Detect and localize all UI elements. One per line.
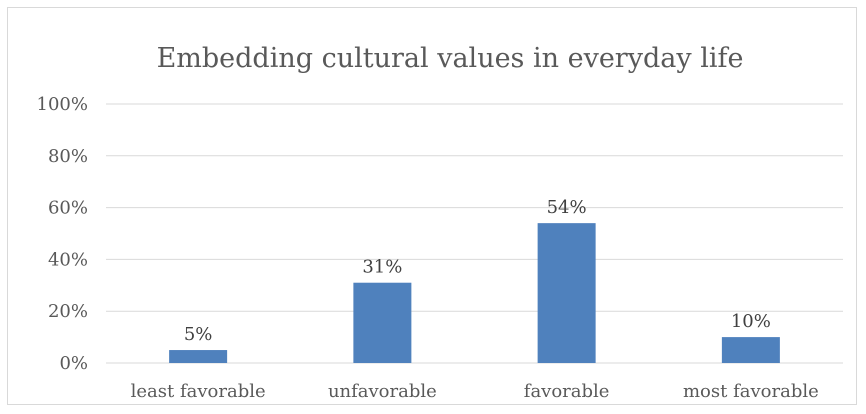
y-tick-label: 20% [48,301,88,322]
y-tick-label: 80% [48,146,88,167]
y-tick-label: 40% [48,249,88,270]
x-axis-category-labels: least favorable unfavorable favorable most … [131,381,819,402]
y-tick-label: 60% [48,198,88,219]
data-label: 5% [184,324,213,345]
bar-unfavorable [353,282,412,363]
data-label: 54% [547,197,587,218]
bar-favorable [537,223,596,363]
x-category-label: favorable [524,381,610,402]
bar-least-favorable [169,350,228,363]
data-label: 10% [731,311,771,332]
chart-frame [7,7,857,405]
data-label: 31% [362,257,402,278]
x-category-label: unfavorable [328,381,437,402]
x-category-label: most favorable [683,381,819,402]
data-labels: 5% 31% 54% 10% [184,197,771,345]
gridlines [106,103,843,364]
x-category-label: least favorable [131,381,266,402]
y-axis-tick-labels: 0% 20% 40% 60% 80% 100% [37,94,88,374]
y-tick-label: 100% [37,94,88,115]
bar-most-favorable [721,337,780,363]
bars [169,223,780,363]
y-tick-label: 0% [59,353,88,374]
chart-title: Embedding cultural values in everyday li… [157,43,744,74]
